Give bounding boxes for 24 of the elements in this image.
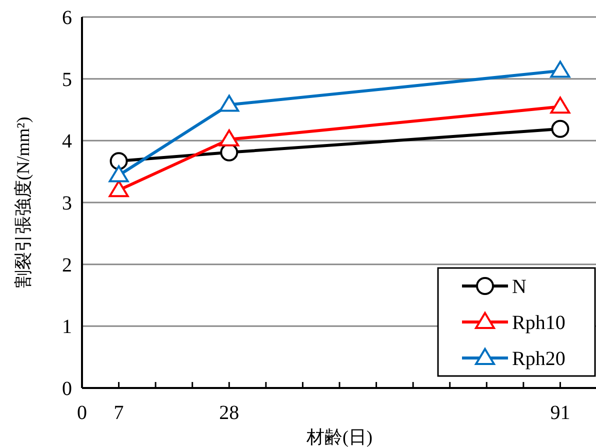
y-tick-label: 0 <box>62 378 72 400</box>
y-tick-label: 3 <box>62 192 72 214</box>
y-tick-label: 2 <box>62 254 72 276</box>
y-tick-label: 6 <box>62 7 72 29</box>
point <box>551 120 570 138</box>
x-tick-label: 0 <box>77 402 87 424</box>
legend-label: N <box>512 276 526 298</box>
legend-label: Rph20 <box>512 348 566 370</box>
y-tick-label: 4 <box>62 130 72 153</box>
point <box>550 60 570 78</box>
point <box>219 129 240 146</box>
y-tick-label: 1 <box>62 316 72 338</box>
x-tick-label: 7 <box>114 402 124 424</box>
y-tick-label: 5 <box>62 68 72 91</box>
y-axis-title: 割裂引張強度(N/mm²) <box>13 116 33 288</box>
point <box>219 94 240 112</box>
x-axis-title: 材齢(日) <box>306 427 372 447</box>
point <box>110 152 128 170</box>
x-tick-label: 91 <box>550 402 570 424</box>
point <box>108 180 129 198</box>
point <box>550 96 570 114</box>
point <box>108 165 129 182</box>
legend-label: Rph10 <box>512 312 566 334</box>
x-tick-label: 28 <box>219 402 240 424</box>
